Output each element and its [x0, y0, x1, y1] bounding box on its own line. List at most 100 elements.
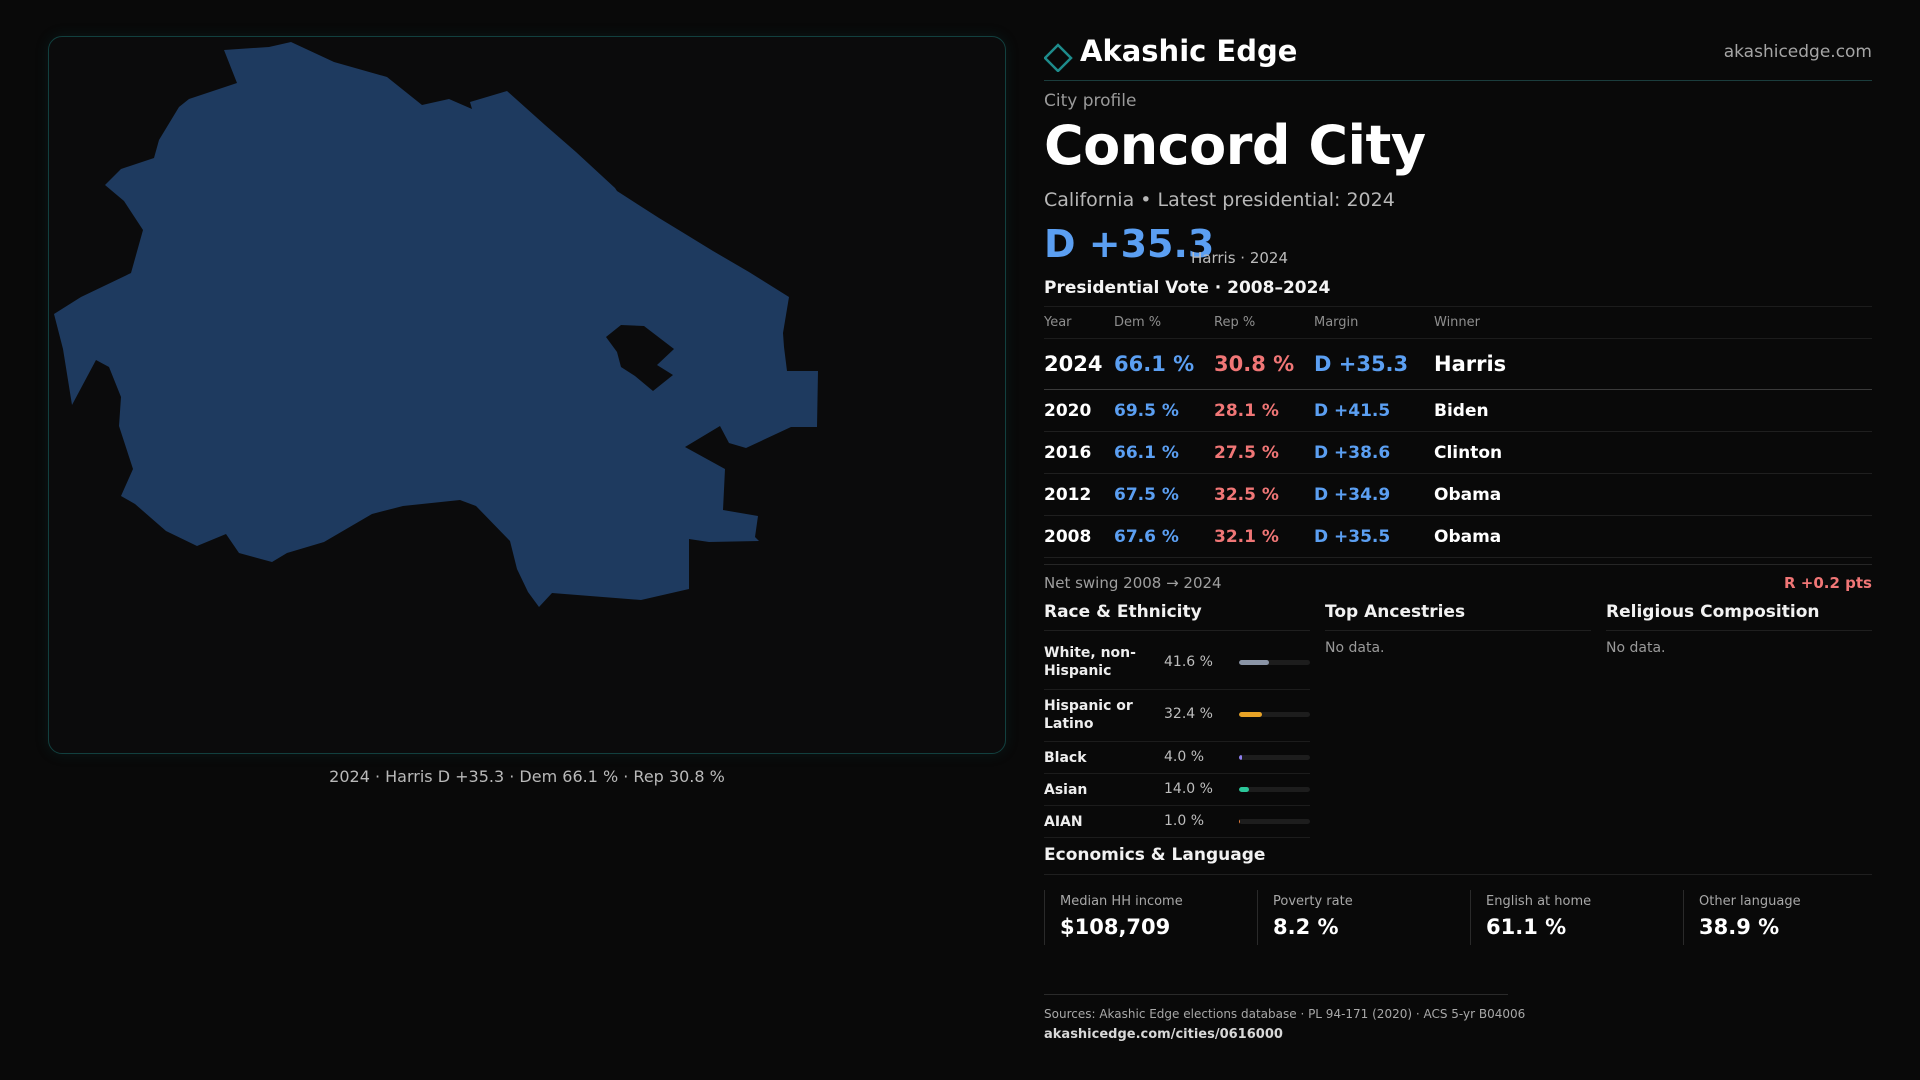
- race-row: Asian 14.0 %: [1044, 774, 1310, 806]
- city-boundary-map[interactable]: [48, 36, 1006, 754]
- race-bar-fill: [1239, 712, 1262, 717]
- table-row: 2008 67.6 % 32.1 % D +35.5 Obama: [1044, 516, 1872, 558]
- year-cell: 2016: [1044, 443, 1092, 463]
- race-label: Asian: [1044, 782, 1088, 798]
- stat-value: 38.9 %: [1699, 915, 1780, 939]
- race-bar-track: [1239, 660, 1310, 665]
- city-boundary-polygon: [54, 42, 818, 607]
- margin-cell: D +41.5: [1314, 401, 1391, 421]
- dem-cell: 67.6 %: [1114, 527, 1179, 547]
- year-cell: 2020: [1044, 401, 1092, 421]
- sources-text: Sources: Akashic Edge elections database…: [1044, 1007, 1526, 1021]
- brand-url[interactable]: akashicedge.com: [1723, 42, 1872, 62]
- stat-value: $108,709: [1060, 915, 1171, 939]
- race-label: White, non-Hispanic: [1044, 645, 1136, 679]
- sources-footer: Sources: Akashic Edge elections database…: [1044, 994, 1525, 1042]
- winner-cell: Obama: [1434, 485, 1502, 505]
- winner-cell: Biden: [1434, 401, 1489, 421]
- diamond-icon: [1044, 43, 1073, 72]
- year-cell: 2012: [1044, 485, 1092, 505]
- rep-cell: 28.1 %: [1214, 401, 1279, 421]
- race-ethnicity-heading: Race & Ethnicity: [1044, 602, 1310, 631]
- rep-cell: 32.5 %: [1214, 485, 1279, 505]
- stat-other-language: Other language 38.9 %: [1683, 890, 1877, 945]
- race-bar-fill: [1239, 819, 1241, 824]
- stat-median-income: Median HH income $108,709: [1044, 890, 1238, 945]
- headline-margin-note: Harris · 2024: [1191, 249, 1289, 267]
- religious-composition-heading: Religious Composition: [1606, 602, 1872, 631]
- margin-cell: D +38.6: [1314, 443, 1391, 463]
- table-header-row: Year Dem % Rep % Margin Winner: [1044, 306, 1872, 339]
- religion-no-data: No data.: [1606, 640, 1666, 656]
- rep-cell: 27.5 %: [1214, 443, 1279, 463]
- column-header-year: Year: [1044, 315, 1072, 330]
- stat-value: 61.1 %: [1486, 915, 1567, 939]
- year-cell: 2008: [1044, 527, 1092, 547]
- race-percent: 4.0 %: [1164, 749, 1205, 765]
- page-subtitle: California • Latest presidential: 2024: [1044, 189, 1395, 211]
- sources-link[interactable]: akashicedge.com/cities/0616000: [1044, 1027, 1283, 1042]
- page-eyebrow: City profile: [1044, 91, 1137, 111]
- rep-cell: 32.1 %: [1214, 527, 1279, 547]
- dem-cell: 69.5 %: [1114, 401, 1179, 421]
- dem-cell: 67.5 %: [1114, 485, 1179, 505]
- race-percent: 32.4 %: [1164, 706, 1213, 722]
- net-swing-value: R +0.2 pts: [1784, 574, 1872, 592]
- race-bar-track: [1239, 787, 1310, 792]
- stat-label: Median HH income: [1060, 894, 1183, 909]
- economics-stats: Median HH income $108,709 Poverty rate 8…: [1044, 890, 1872, 945]
- race-row: AIAN 1.0 %: [1044, 806, 1310, 838]
- stat-label: Poverty rate: [1273, 894, 1353, 909]
- race-bar-fill: [1239, 660, 1269, 665]
- stat-value: 8.2 %: [1273, 915, 1339, 939]
- winner-cell: Harris: [1434, 352, 1507, 376]
- race-bar-track: [1239, 712, 1310, 717]
- presidential-vote-table: Year Dem % Rep % Margin Winner 2024 66.1…: [1044, 306, 1872, 558]
- presidential-vote-heading: Presidential Vote · 2008–2024: [1044, 278, 1331, 298]
- map-caption: 2024 · Harris D +35.3 · Dem 66.1 % · Rep…: [329, 767, 725, 786]
- race-row: White, non-Hispanic 41.6 %: [1044, 636, 1310, 690]
- economics-language-heading: Economics & Language: [1044, 845, 1872, 875]
- stat-label: Other language: [1699, 894, 1801, 909]
- dem-cell: 66.1 %: [1114, 443, 1179, 463]
- race-label: Black: [1044, 750, 1087, 766]
- column-header-dem: Dem %: [1114, 315, 1162, 330]
- table-row: 2024 66.1 % 30.8 % D +35.3 Harris: [1044, 339, 1872, 390]
- margin-cell: D +35.3: [1314, 352, 1409, 376]
- race-label: AIAN: [1044, 814, 1083, 830]
- net-swing-label: Net swing 2008 → 2024: [1044, 574, 1222, 592]
- race-label: Hispanic or Latino: [1044, 698, 1133, 732]
- net-swing-row: Net swing 2008 → 2024 R +0.2 pts: [1044, 564, 1872, 595]
- city-profile-panel: Akashic Edge akashicedge.com City profil…: [1044, 0, 1872, 1080]
- ancestries-no-data: No data.: [1325, 640, 1385, 656]
- page-title: Concord City: [1044, 114, 1426, 177]
- race-row: Hispanic or Latino 32.4 %: [1044, 690, 1310, 742]
- race-percent: 41.6 %: [1164, 654, 1213, 670]
- race-ethnicity-table: White, non-Hispanic 41.6 % Hispanic or L…: [1044, 636, 1310, 838]
- city-boundary-shape: [54, 42, 818, 607]
- stat-label: English at home: [1486, 894, 1592, 909]
- race-percent: 14.0 %: [1164, 781, 1213, 797]
- race-bar-fill: [1239, 787, 1249, 792]
- table-row: 2012 67.5 % 32.5 % D +34.9 Obama: [1044, 474, 1872, 516]
- column-header-winner: Winner: [1434, 315, 1481, 330]
- brand-name[interactable]: Akashic Edge: [1080, 34, 1298, 68]
- race-row: Black 4.0 %: [1044, 742, 1310, 774]
- table-row: 2016 66.1 % 27.5 % D +38.6 Clinton: [1044, 432, 1872, 474]
- stat-english-at-home: English at home 61.1 %: [1470, 890, 1664, 945]
- winner-cell: Clinton: [1434, 443, 1503, 463]
- column-header-rep: Rep %: [1214, 315, 1256, 330]
- race-bar-track: [1239, 755, 1310, 760]
- winner-cell: Obama: [1434, 527, 1502, 547]
- race-bar-fill: [1239, 755, 1242, 760]
- table-row: 2020 69.5 % 28.1 % D +41.5 Biden: [1044, 390, 1872, 432]
- race-bar-track: [1239, 819, 1310, 824]
- rep-cell: 30.8 %: [1214, 352, 1295, 376]
- top-ancestries-heading: Top Ancestries: [1325, 602, 1591, 631]
- brand-header: Akashic Edge akashicedge.com: [1044, 30, 1872, 81]
- headline-margin: D +35.3: [1044, 222, 1215, 266]
- column-header-margin: Margin: [1314, 315, 1359, 330]
- stat-poverty-rate: Poverty rate 8.2 %: [1257, 890, 1451, 945]
- dem-cell: 66.1 %: [1114, 352, 1195, 376]
- margin-cell: D +34.9: [1314, 485, 1391, 505]
